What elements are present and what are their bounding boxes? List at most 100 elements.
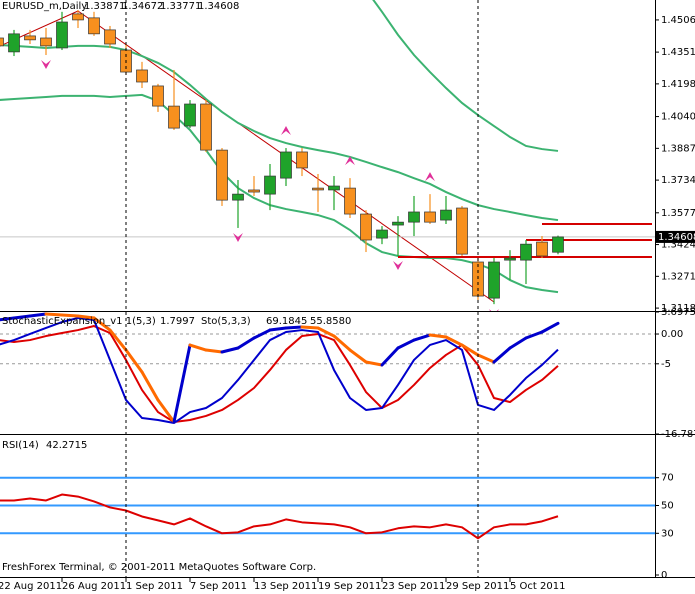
- candle-body: [360, 213, 372, 241]
- line-segment: [300, 325, 320, 330]
- y-tick-label: 0.00: [661, 329, 683, 340]
- y-tick-label: 1.40405: [661, 112, 695, 123]
- y-tick-label: 1.45060: [661, 15, 695, 26]
- header-value: 42.2715: [46, 440, 87, 451]
- candle-body: [488, 261, 500, 299]
- header-value: 69.1845: [266, 316, 307, 327]
- axes: 1.45060 1.43510 1.41980 1.40405 1.38875 1.373…: [0, 15, 695, 592]
- candle-body: [216, 149, 228, 201]
- line-segment: [428, 333, 448, 339]
- x-tick-label: 1 Sep 2011: [126, 581, 183, 592]
- candle-body: [520, 243, 532, 261]
- candle-body: [8, 33, 20, 53]
- candle-body: [456, 207, 468, 255]
- x-tick-label: 5 Oct 2011: [510, 581, 565, 592]
- line-segment: [252, 328, 272, 340]
- candle-body: [296, 151, 308, 169]
- y-tick-label: 30: [661, 528, 674, 539]
- line-segment: [92, 316, 112, 332]
- line-segment: [380, 346, 400, 367]
- candle-body: [24, 35, 36, 41]
- fractal-up: [281, 126, 291, 136]
- band-line: [372, 0, 559, 152]
- line-segment: [204, 348, 224, 354]
- fractal-up: [425, 172, 435, 182]
- price-panel: [0, 0, 655, 311]
- header-value: 1.34608: [198, 1, 239, 12]
- y-tick-label: 1.34240: [661, 240, 695, 251]
- line-segment: [172, 343, 192, 424]
- fractal-down: [41, 60, 51, 70]
- candle-body: [376, 229, 388, 239]
- y-tick-label: 3.6975: [661, 307, 695, 318]
- line-segment: [316, 326, 336, 338]
- candle-body: [344, 187, 356, 215]
- band-line: [0, 43, 559, 222]
- candle-body: [408, 211, 420, 223]
- header-value: 55.8580: [310, 316, 351, 327]
- candle-body: [536, 241, 548, 257]
- line-segment: [332, 334, 352, 352]
- candle-body: [56, 21, 68, 49]
- candle-body: [552, 236, 564, 253]
- line-segment: [412, 333, 432, 342]
- line-segment: [540, 321, 560, 334]
- line-segment: [220, 346, 240, 354]
- line-segment: [460, 343, 480, 357]
- y-tick-label: 1.35770: [661, 208, 695, 219]
- line-segment: [284, 325, 304, 330]
- x-tick-label: 13 Sep 2011: [254, 581, 317, 592]
- fractal-down: [393, 260, 403, 270]
- x-tick-label: 29 Sep 2011: [446, 581, 509, 592]
- y-tick-label: 1.32710: [661, 271, 695, 282]
- chart-title: EURUSD_m,Daily: [2, 1, 87, 12]
- candle-body: [136, 69, 148, 83]
- line-segment: [444, 335, 464, 347]
- line-segment: [348, 348, 368, 364]
- y-tick-label: 0: [661, 570, 667, 581]
- line-segment: [0, 316, 16, 322]
- line-segment: [60, 313, 80, 318]
- price-tag: [656, 230, 695, 243]
- fractal-up: [345, 156, 355, 166]
- y-tick-label: 50: [661, 501, 674, 512]
- candle-body: [440, 209, 452, 221]
- line-segment: [188, 343, 208, 352]
- candle-body: [280, 151, 292, 179]
- header-value: 1.33771: [160, 1, 201, 12]
- line-segment: [524, 330, 544, 340]
- candle-body: [104, 29, 116, 45]
- panel-title: RSI(14): [2, 440, 39, 451]
- line-segment: [28, 312, 48, 318]
- line-segment: [124, 348, 144, 374]
- x-tick-label: 7 Sep 2011: [190, 581, 247, 592]
- rsi-panel: [0, 476, 655, 540]
- candle-body: [312, 187, 324, 191]
- line-segment: [236, 336, 256, 350]
- line-segment: [492, 346, 512, 364]
- candle-body: [184, 103, 196, 127]
- line-segment: [156, 398, 176, 424]
- y-tick-label: 70: [661, 473, 674, 484]
- candle-body: [168, 105, 180, 129]
- x-tick-label: 26 Aug 2011: [62, 581, 126, 592]
- stochastic-panel: [0, 312, 655, 425]
- line-segment: [396, 338, 416, 350]
- x-tick-label: 22 Aug 2011: [0, 581, 62, 592]
- candle-body: [504, 257, 516, 261]
- line-segment: [140, 370, 160, 402]
- candle-body: [232, 193, 244, 201]
- line-segment: [364, 360, 384, 367]
- copyright-note: FreshForex Terminal, © 2001-2011 MetaQuo…: [2, 562, 316, 573]
- overlay: EURUSD_m,Daily1.338711.346721.337711.346…: [2, 1, 695, 573]
- y-tick-label: 1.37345: [661, 175, 695, 186]
- y-tick-label: 1.31180: [661, 303, 695, 314]
- fractal-down: [233, 232, 243, 242]
- candle-body: [200, 103, 212, 151]
- x-tick-label: 23 Sep 2011: [382, 581, 445, 592]
- header-value: 1.7997: [160, 316, 195, 327]
- candle-body: [88, 17, 100, 35]
- band-line: [0, 93, 559, 294]
